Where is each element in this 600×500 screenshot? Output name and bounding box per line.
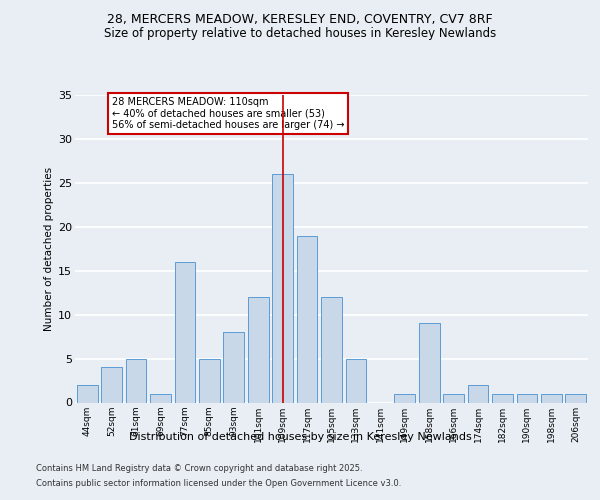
Bar	[150, 394, 171, 402]
Bar	[517, 394, 538, 402]
Bar	[443, 394, 464, 402]
Text: 28 MERCERS MEADOW: 110sqm
← 40% of detached houses are smaller (53)
56% of semi-: 28 MERCERS MEADOW: 110sqm ← 40% of detac…	[112, 97, 344, 130]
Bar	[199, 358, 220, 403]
Bar	[101, 368, 122, 402]
Bar	[541, 394, 562, 402]
Bar	[565, 394, 586, 402]
Text: Contains public sector information licensed under the Open Government Licence v3: Contains public sector information licen…	[36, 479, 401, 488]
Bar	[125, 358, 146, 403]
Bar	[394, 394, 415, 402]
Bar	[346, 358, 367, 403]
Text: 28, MERCERS MEADOW, KERESLEY END, COVENTRY, CV7 8RF: 28, MERCERS MEADOW, KERESLEY END, COVENT…	[107, 12, 493, 26]
Bar	[77, 385, 98, 402]
Bar	[223, 332, 244, 402]
Text: Distribution of detached houses by size in Keresley Newlands: Distribution of detached houses by size …	[128, 432, 472, 442]
Bar	[175, 262, 196, 402]
Text: Contains HM Land Registry data © Crown copyright and database right 2025.: Contains HM Land Registry data © Crown c…	[36, 464, 362, 473]
Bar	[248, 297, 269, 403]
Bar	[321, 297, 342, 403]
Bar	[272, 174, 293, 402]
Bar	[467, 385, 488, 402]
Bar	[492, 394, 513, 402]
Y-axis label: Number of detached properties: Number of detached properties	[44, 166, 54, 331]
Bar	[419, 324, 440, 402]
Bar	[296, 236, 317, 402]
Text: Size of property relative to detached houses in Keresley Newlands: Size of property relative to detached ho…	[104, 28, 496, 40]
